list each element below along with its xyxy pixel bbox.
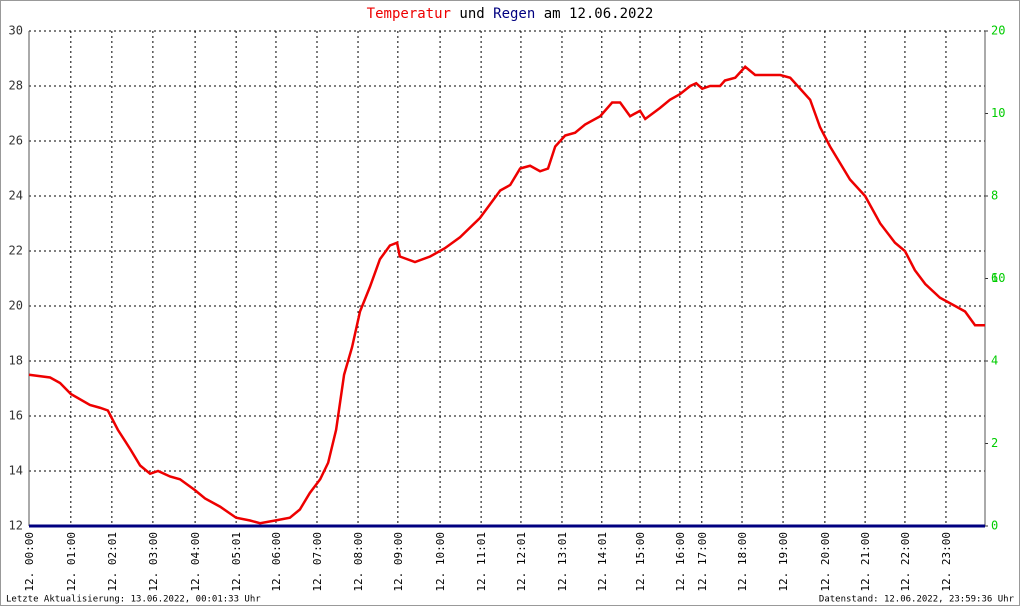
x-tick-label: 12. 05:01 [230,532,243,592]
y-tick-label: 20 [9,299,23,313]
title-part: Regen [493,6,535,22]
x-tick-label: 12. 02:01 [106,532,119,592]
y2-tick-label: 4 [991,354,998,368]
title-part: am 12.06.2022 [544,6,654,22]
y-tick-label: 12 [9,519,23,533]
chart-title: Temperatur und Regen am 12.06.2022 [367,6,654,22]
x-tick-label: 12. 18:00 [736,532,749,592]
y-tick-label: 22 [9,244,23,258]
y2-tick-label: 10 [991,271,1005,285]
y2-tick-label: 0 [991,519,998,533]
x-tick-label: 12. 03:00 [147,532,160,592]
x-tick-label: 12. 10:00 [434,532,447,592]
footer-right: Datenstand: 12.06.2022, 23:59:36 Uhr [819,595,1015,605]
y-tick-label: 14 [9,464,23,478]
footer-left: Letzte Aktualisierung: 13.06.2022, 00:01… [6,595,261,605]
x-tick-label: 12. 20:00 [819,532,832,592]
y2-tick-label: 20 [991,24,1005,38]
x-tick-label: 12. 06:00 [270,532,283,592]
x-tick-label: 12. 07:00 [311,532,324,592]
x-tick-label: 12. 11:01 [475,532,488,592]
title-part: Temperatur [367,6,451,22]
y2-tick-label: 6 [991,271,998,285]
x-tick-label: 12. 22:00 [899,532,912,592]
title-part: und [459,6,484,22]
x-tick-label: 12. 19:00 [777,532,790,592]
x-tick-label: 12. 08:00 [352,532,365,592]
x-tick-label: 12. 09:00 [392,532,405,592]
y-tick-label: 16 [9,409,23,423]
y-tick-label: 18 [9,354,23,368]
x-tick-label: 12. 01:00 [65,532,78,592]
y2-tick-label: 2 [991,436,998,450]
x-tick-label: 12. 16:00 [674,532,687,592]
x-tick-label: 12. 12:01 [515,532,528,592]
y2-tick-label: 10 [991,106,1005,120]
y-tick-label: 26 [9,134,23,148]
x-tick-label: 12. 17:00 [696,532,709,592]
x-tick-label: 12. 15:00 [634,532,647,592]
x-tick-label: 12. 14:01 [596,532,609,592]
y-tick-label: 30 [9,24,23,38]
x-tick-label: 12. 04:00 [189,532,202,592]
y2-tick-label: 8 [991,189,998,203]
series-line [28,65,985,525]
x-tick-label: 12. 21:00 [859,532,872,592]
x-tick-label: 12. 23:00 [940,532,953,592]
x-tick-label: 12. 13:01 [556,532,569,592]
y-tick-label: 24 [9,189,23,203]
y-tick-label: 28 [9,79,23,93]
x-tick-label: 12. 00:00 [23,532,36,592]
